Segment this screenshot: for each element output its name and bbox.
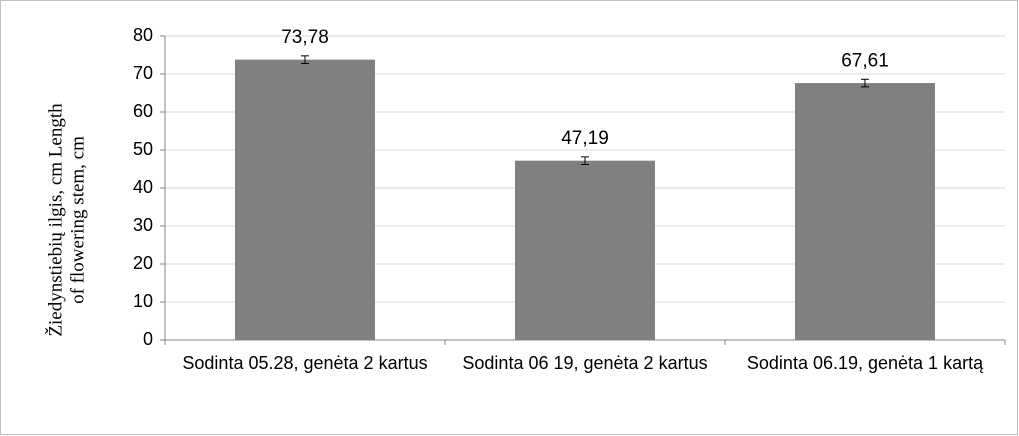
y-axis-label-line: Žiedynstiebių ilgis, cm Length (44, 103, 66, 337)
y-tick-label: 10 (133, 291, 153, 311)
y-tick-label: 40 (133, 177, 153, 197)
bar (515, 160, 655, 340)
x-tick-label: Sodinta 05.28, genėta 2 kartus (182, 353, 427, 373)
x-tick-label: Sodinta 06.19, genėta 1 kartą (747, 353, 984, 373)
value-label: 73,78 (281, 27, 329, 48)
y-tick-label: 60 (133, 101, 153, 121)
bar (795, 83, 935, 340)
bar (235, 59, 375, 341)
y-tick-label: 70 (133, 63, 153, 83)
y-axis-label-line: of flowering stem, cm (67, 136, 88, 304)
x-tick-label: Sodinta 06 19, genėta 2 kartus (462, 353, 707, 373)
value-label: 67,61 (841, 50, 889, 71)
y-tick-label: 30 (133, 215, 153, 235)
y-tick-label: 0 (143, 329, 153, 349)
y-tick-label: 80 (133, 25, 153, 45)
value-label: 47,19 (561, 128, 609, 149)
y-tick-label: 20 (133, 253, 153, 273)
y-tick-label: 50 (133, 139, 153, 159)
y-axis-label: Žiedynstiebių ilgis, cm Length of flower… (44, 103, 88, 337)
